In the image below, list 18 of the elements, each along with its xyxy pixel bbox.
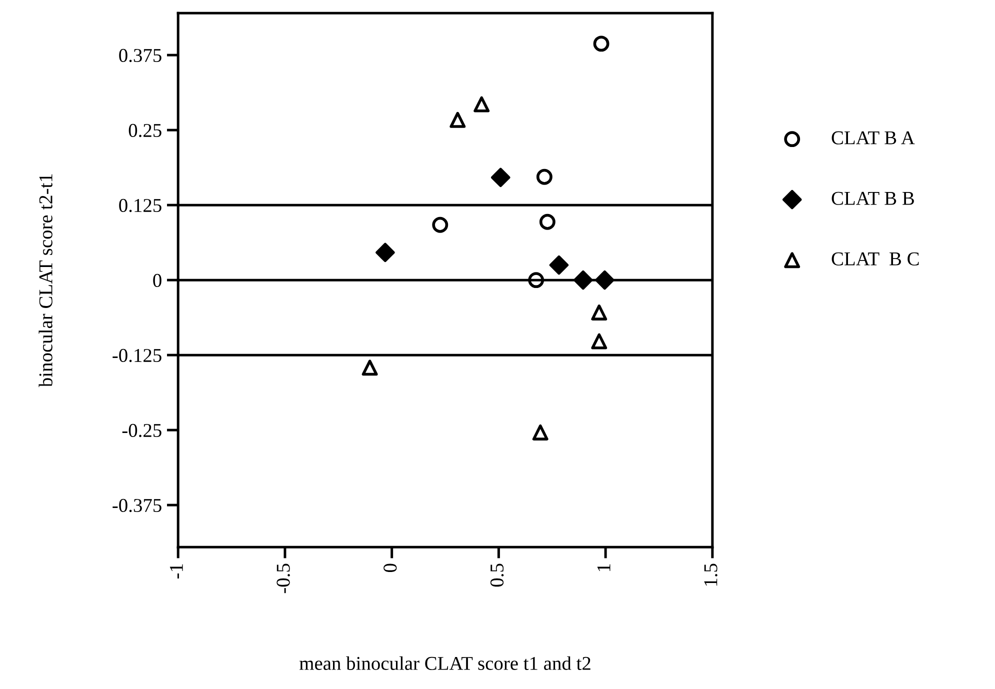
x-tick-label: 1.5 <box>704 564 718 586</box>
x-axis-title: mean binocular CLAT score t1 and t2 <box>300 656 590 670</box>
y-axis-title: binocular CLAT score t2-t1 <box>38 174 52 388</box>
y-tick-label: 0.375 <box>119 48 162 62</box>
x-tick-label: -1 <box>170 564 183 579</box>
y-tick-label: 0.25 <box>128 124 162 138</box>
y-tick-label: -0.25 <box>122 424 162 438</box>
y-tick-label: -0.375 <box>112 498 162 512</box>
x-tick-label: -0.5 <box>276 564 290 594</box>
x-tick-label: 1 <box>597 564 610 572</box>
legend-label: CLAT B A <box>832 131 915 144</box>
legend-label: CLAT B C <box>832 252 919 266</box>
y-tick-label: -0.125 <box>112 348 162 362</box>
legend-label: CLAT B B <box>832 192 914 205</box>
x-tick-label: 0.5 <box>490 564 504 587</box>
y-tick-label: 0.125 <box>119 198 162 212</box>
y-tick-label: 0 <box>153 274 162 288</box>
x-tick-label: 0 <box>384 564 397 572</box>
